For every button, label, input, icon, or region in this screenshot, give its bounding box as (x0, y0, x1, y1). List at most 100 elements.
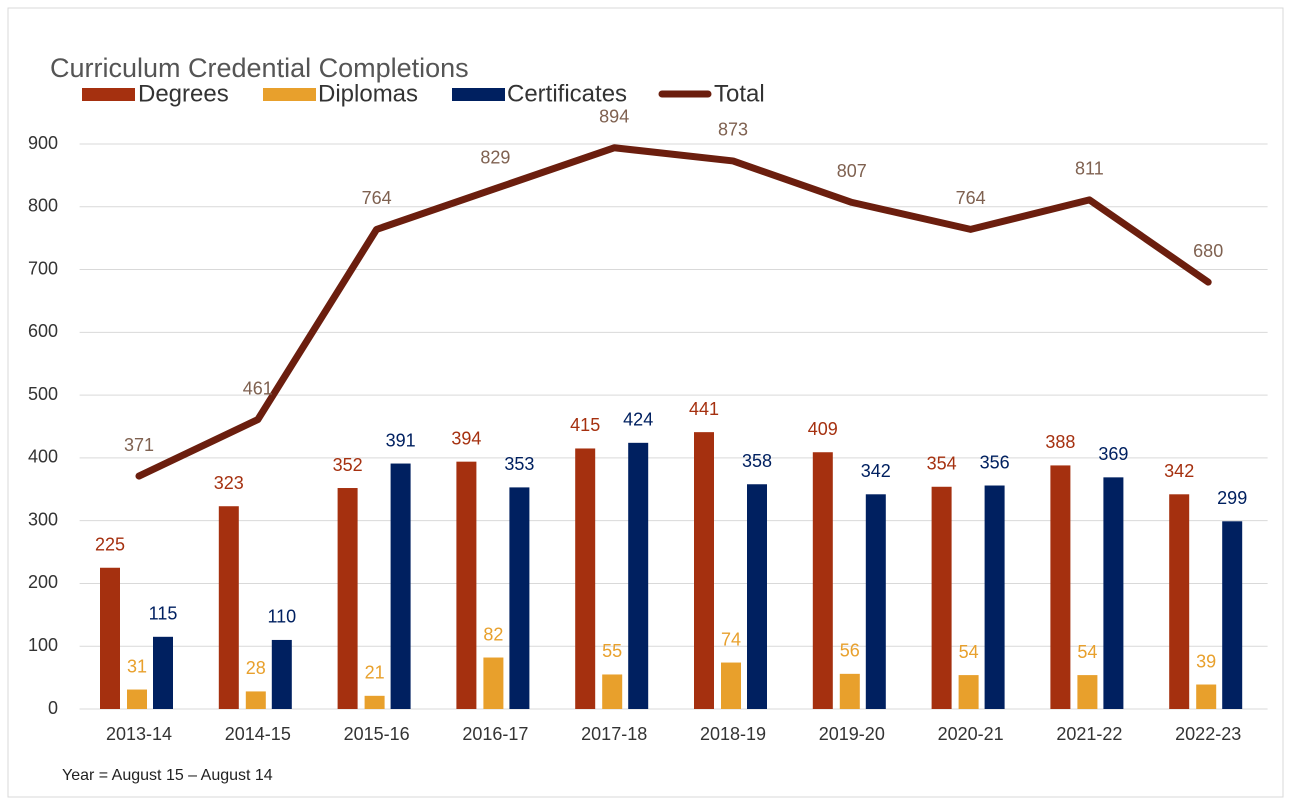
data-label: 358 (742, 451, 772, 471)
data-label: 54 (959, 642, 979, 662)
data-label: 811 (1075, 159, 1104, 179)
legend-label: Diplomas (318, 80, 418, 107)
data-label: 74 (721, 629, 741, 649)
data-label: 441 (689, 399, 719, 419)
bar (812, 452, 833, 709)
data-label: 409 (808, 419, 838, 439)
data-label: 680 (1193, 241, 1223, 261)
data-label: 461 (243, 378, 273, 398)
data-label: 829 (480, 147, 510, 167)
data-label: 39 (1196, 651, 1216, 671)
bar (747, 484, 767, 709)
x-tick-label: 2020-21 (938, 724, 1004, 744)
data-label: 21 (365, 663, 385, 683)
y-tick-label: 400 (28, 447, 58, 467)
y-tick-label: 100 (28, 635, 58, 655)
bar (694, 432, 714, 709)
bar (390, 463, 411, 709)
y-tick-label: 900 (28, 133, 58, 153)
x-tick-label: 2014-15 (225, 724, 291, 744)
bar (865, 494, 886, 709)
bar (218, 506, 239, 709)
data-label: 225 (95, 535, 125, 555)
bar (721, 662, 741, 709)
legend-label: Degrees (138, 80, 229, 107)
data-label: 115 (149, 604, 178, 624)
data-label: 352 (333, 455, 363, 475)
data-label: 764 (956, 188, 986, 208)
y-tick-label: 600 (28, 321, 58, 341)
bar (483, 657, 504, 709)
y-tick-label: 700 (28, 258, 58, 278)
y-tick-label: 0 (48, 698, 58, 718)
bar (245, 691, 266, 709)
legend-swatch (452, 88, 505, 101)
data-label: 28 (246, 658, 266, 678)
data-label: 369 (1098, 444, 1128, 464)
bar (127, 689, 147, 709)
data-label: 110 (267, 607, 296, 627)
chart-title: Curriculum Credential Completions (50, 53, 469, 83)
x-tick-label: 2016-17 (462, 724, 528, 744)
bar (364, 695, 385, 709)
bar (1196, 684, 1217, 709)
data-label: 424 (623, 410, 653, 430)
x-tick-label: 2015-16 (344, 724, 410, 744)
bar (153, 636, 173, 709)
data-label: 54 (1077, 642, 1097, 662)
data-label: 807 (837, 161, 867, 181)
x-tick-label: 2013-14 (106, 724, 172, 744)
legend-label: Certificates (507, 80, 627, 107)
bar (1169, 494, 1190, 709)
bar (509, 487, 530, 709)
bar (602, 674, 623, 709)
x-tick-label: 2021-22 (1056, 724, 1122, 744)
bar (931, 486, 952, 709)
data-label: 354 (927, 454, 957, 474)
data-label: 394 (451, 428, 481, 448)
data-label: 323 (214, 473, 244, 493)
data-label: 31 (127, 656, 147, 676)
data-label: 391 (386, 430, 416, 450)
bar (575, 448, 596, 709)
total-line (135, 144, 1212, 480)
footnote: Year = August 15 – August 14 (62, 767, 273, 784)
data-label: 415 (570, 415, 600, 435)
x-tick-label: 2017-18 (581, 724, 647, 744)
data-label: 894 (599, 107, 629, 127)
y-tick-label: 500 (28, 384, 58, 404)
data-label: 356 (980, 452, 1010, 472)
data-label: 342 (861, 461, 891, 481)
x-tick-label: 2022-23 (1175, 724, 1241, 744)
data-label: 388 (1045, 432, 1075, 452)
legend-label: Total (714, 80, 765, 107)
bar (1050, 465, 1071, 709)
bar (984, 485, 1005, 709)
legend-swatch (82, 88, 135, 101)
bar (628, 442, 649, 709)
bar (1222, 521, 1243, 709)
data-label: 56 (840, 641, 860, 661)
data-label: 764 (362, 188, 392, 208)
bar (337, 488, 358, 709)
legend-swatch (263, 88, 316, 101)
y-tick-label: 300 (28, 509, 58, 529)
data-label: 353 (504, 454, 534, 474)
bar (839, 673, 860, 709)
bar (1077, 675, 1098, 709)
bar (1103, 477, 1124, 709)
data-label: 873 (718, 120, 748, 140)
data-label: 371 (124, 435, 154, 455)
data-label: 82 (483, 624, 503, 644)
x-tick-label: 2019-20 (819, 724, 885, 744)
x-tick-label: 2018-19 (700, 724, 766, 744)
y-tick-label: 800 (28, 196, 58, 216)
data-label: 55 (602, 641, 622, 661)
data-label: 299 (1217, 488, 1247, 508)
bar (100, 567, 120, 709)
bar (271, 639, 292, 709)
bar (456, 461, 477, 709)
bar (958, 675, 979, 709)
y-tick-label: 200 (28, 572, 58, 592)
